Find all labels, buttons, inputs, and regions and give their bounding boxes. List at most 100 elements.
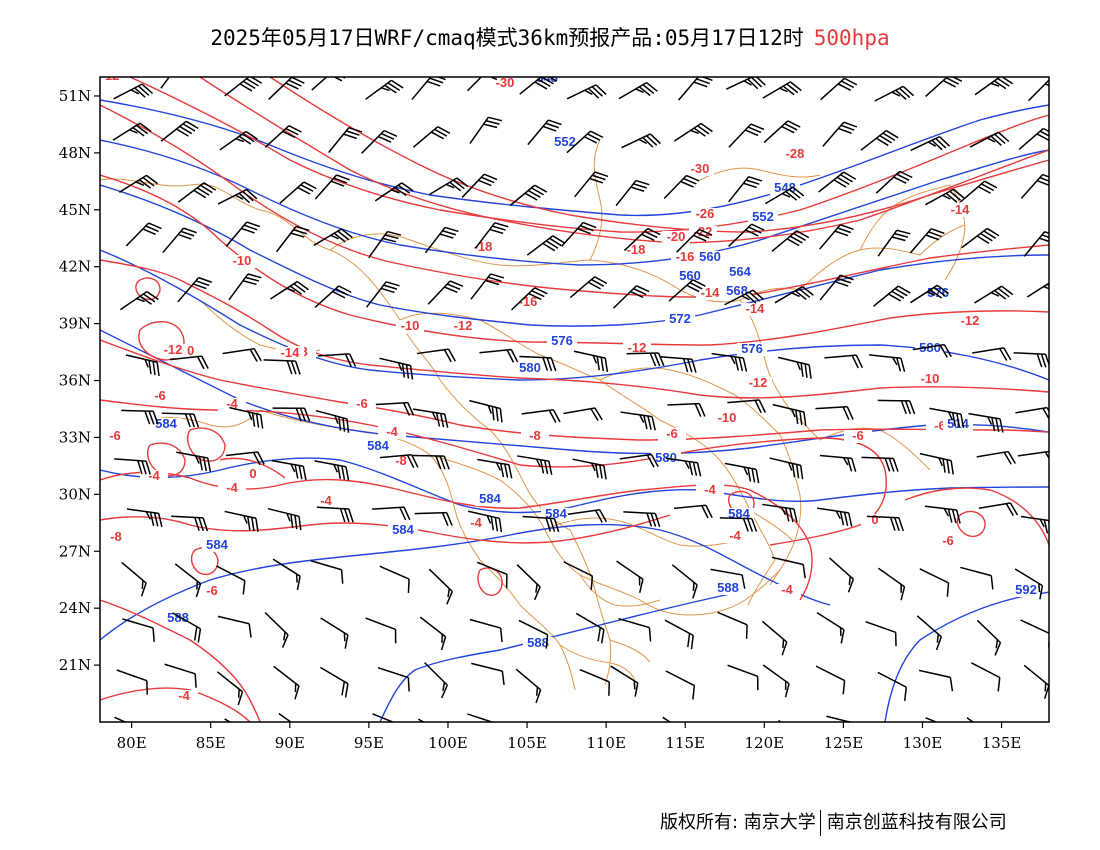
- wind-barb: [174, 563, 202, 598]
- wind-barb: [169, 355, 209, 370]
- wind-barb: [268, 77, 305, 100]
- wind-barb: [222, 348, 262, 362]
- wind-barb: [372, 506, 411, 521]
- height-contour-label: 552: [554, 134, 576, 149]
- wind-barb: [217, 188, 258, 205]
- wind-barb: [659, 356, 697, 373]
- wind-barb: [517, 455, 553, 475]
- wind-barb: [313, 228, 353, 246]
- wind-barb: [866, 515, 904, 532]
- wind-barb: [1026, 282, 1049, 298]
- temp-label-bg: [741, 303, 769, 316]
- wind-barb: [822, 121, 858, 147]
- wind-barb: [774, 285, 814, 304]
- temp-label-bg: [696, 484, 724, 497]
- wind-barb: [566, 84, 607, 100]
- wind-barb: [969, 131, 1010, 148]
- temp-contour-label: -30: [496, 75, 515, 90]
- wind-barb: [121, 561, 147, 597]
- wind-barb: [877, 567, 906, 601]
- title-text: 2025年05月17日WRF/cmaq模式36km预报产品:05月17日12时: [210, 26, 804, 50]
- temp-label-bg: [691, 208, 719, 221]
- wind-barb: [224, 718, 232, 722]
- wind-barb: [724, 289, 764, 306]
- wind-barb: [664, 619, 694, 650]
- height-label-bg: [550, 136, 580, 149]
- wind-barb: [621, 133, 661, 149]
- height-contour-label: 580: [519, 360, 541, 375]
- wind-barb: [278, 712, 293, 722]
- wind-barb: [511, 287, 548, 311]
- temp-contour-label: -12: [628, 340, 647, 355]
- wind-barb: [424, 226, 459, 254]
- height-label-bg: [675, 270, 705, 283]
- lon-label: 120E: [745, 734, 785, 752]
- wind-barb: [176, 451, 212, 472]
- wind-barb: [816, 507, 853, 527]
- wind-barb: [909, 227, 945, 254]
- height-label-bg: [547, 335, 577, 348]
- height-contour-label: 584: [545, 506, 567, 521]
- wind-barb: [427, 280, 464, 305]
- wind-barb: [477, 458, 513, 479]
- wind-barb: [777, 356, 812, 379]
- wind-barb: [815, 665, 846, 695]
- wind-barb: [912, 343, 952, 358]
- wind-barb: [976, 450, 1016, 465]
- temp-contour-label: -12: [749, 375, 768, 390]
- lat-label: 39N: [59, 315, 91, 333]
- wind-barb: [819, 454, 857, 472]
- height-label-bg: [695, 251, 725, 264]
- height-label-bg: [151, 418, 181, 431]
- lon-label: 100E: [428, 734, 468, 752]
- temp-contour-label: 0: [249, 466, 256, 481]
- wind-barb: [572, 458, 607, 480]
- wind-barb: [818, 171, 857, 193]
- height-label-bg: [388, 524, 418, 537]
- wind-barb: [569, 276, 608, 299]
- wind-barb: [172, 612, 202, 643]
- wind-barb: [419, 616, 447, 651]
- wind-barb: [820, 77, 858, 101]
- longitude-axis: 80E 85E 90E 95E 100E 105E 110E 115E 120E 125E 130E…: [117, 722, 1021, 752]
- wind-barb: [966, 717, 975, 722]
- wind-barb: [509, 184, 548, 207]
- temp-label-bg: [462, 517, 490, 530]
- wind-barb: [620, 411, 656, 431]
- height-contour-label: 588: [167, 610, 189, 625]
- height-label-bg: [163, 612, 193, 625]
- temp-contour-label: -30: [691, 161, 710, 176]
- wind-barb: [667, 402, 706, 417]
- wind-barb: [563, 561, 594, 590]
- temp-label-bg: [844, 430, 872, 443]
- wind-barb: [416, 348, 456, 363]
- temp-label-bg: [146, 390, 174, 403]
- wind-barb: [974, 77, 1014, 96]
- wind-barb: [815, 406, 854, 421]
- wind-barb: [728, 223, 765, 247]
- wind-barb: [469, 618, 503, 643]
- temp-contour-label: -28: [786, 146, 805, 161]
- wind-barb: [379, 565, 410, 593]
- wind-barb: [1023, 231, 1049, 257]
- wind-barb: [217, 615, 252, 638]
- wind-barb: [918, 669, 954, 692]
- wind-barb: [479, 348, 519, 363]
- wind-barb: [567, 508, 608, 523]
- wind-barb: [424, 662, 449, 699]
- temp-label-bg: [228, 255, 256, 268]
- temp-contour-label: -10: [233, 253, 252, 268]
- height-contour-label: 548: [536, 70, 558, 85]
- wind-barb: [379, 357, 414, 380]
- wind-barb: [573, 350, 609, 373]
- wind-barb: [563, 407, 603, 421]
- wind-barb: [374, 182, 414, 202]
- wind-barb: [167, 724, 192, 758]
- wind-barb: [824, 354, 864, 369]
- wind-barb: [125, 222, 162, 247]
- wind-barb: [925, 188, 965, 206]
- lon-label: 90E: [275, 734, 305, 752]
- wind-barb: [414, 511, 453, 526]
- wind-barb: [311, 77, 346, 91]
- wind-barb: [177, 276, 213, 303]
